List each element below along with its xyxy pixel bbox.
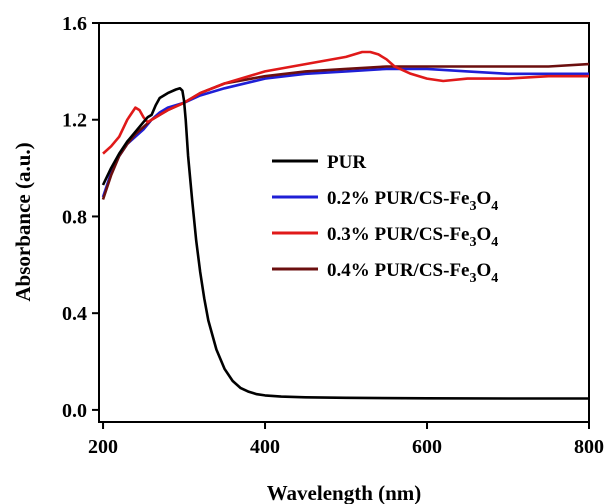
y-tick-label: 0.8: [62, 206, 87, 228]
legend-label: 0.4% PUR/CS-Fe3O4: [327, 260, 498, 286]
series-line-3: [101, 62, 589, 200]
y-tick-label: 0.0: [62, 400, 87, 422]
legend-label: 0.3% PUR/CS-Fe3O4: [327, 224, 498, 250]
legend: PUR 0.2% PUR/CS-Fe3O4 0.3% PUR/CS-Fe3O4 0.4…: [272, 152, 498, 286]
series-line-1: [101, 67, 589, 198]
y-tick-label: 1.2: [62, 110, 87, 132]
y-tick-label: 1.6: [62, 13, 87, 35]
y-tick-label: 0.4: [62, 303, 87, 325]
axis-layer: 200 400 600 800 0.0 0.4 0.8 1.2 1.6: [62, 13, 604, 458]
legend-label: PUR: [327, 152, 366, 173]
legend-label: 0.2% PUR/CS-Fe3O4: [327, 188, 498, 214]
series-line-0: [101, 87, 589, 400]
x-tick-label: 200: [88, 436, 118, 458]
x-tick-label: 600: [412, 436, 442, 458]
x-tick-label: 800: [574, 436, 604, 458]
x-axis-title: Wavelength (nm): [267, 481, 422, 504]
y-axis-title: Absorbance (a.u.): [11, 142, 35, 301]
plot-frame: [98, 22, 590, 423]
series-line-2: [102, 50, 589, 155]
x-tick-label: 400: [250, 436, 280, 458]
series-layer: [101, 50, 589, 400]
